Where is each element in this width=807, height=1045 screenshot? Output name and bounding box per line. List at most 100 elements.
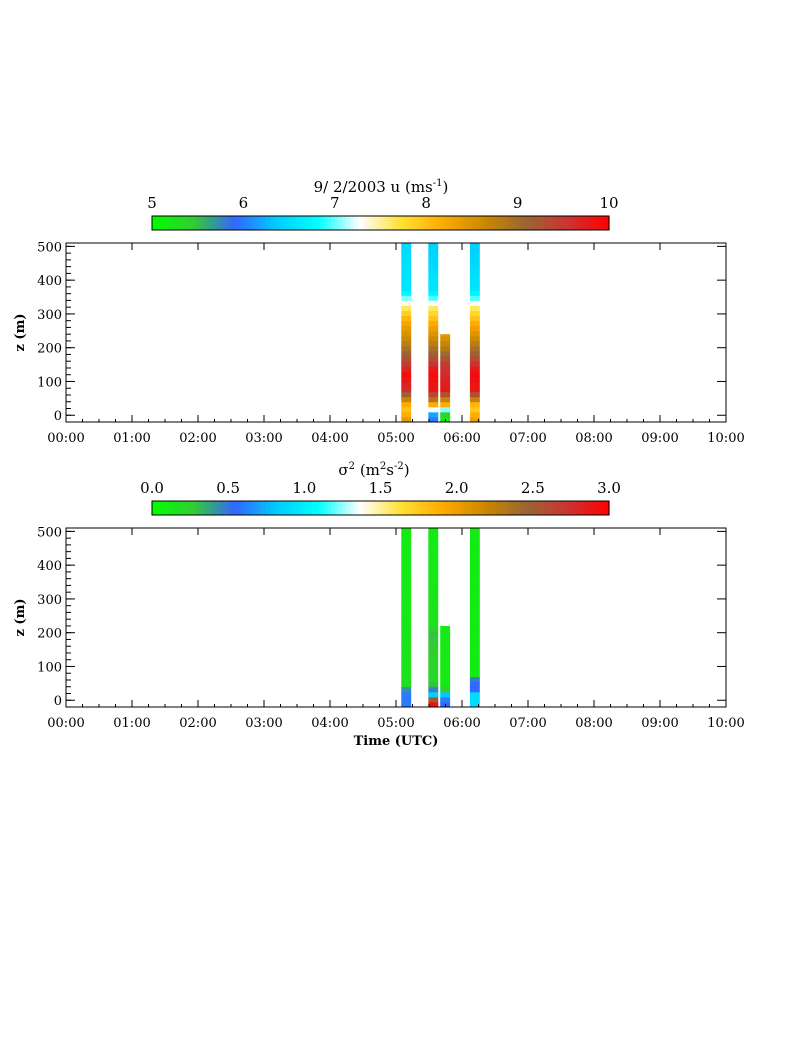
colorbar-segment — [190, 216, 195, 230]
colorbar-segment — [174, 501, 180, 515]
heatmap-cell — [469, 605, 480, 612]
heatmap-cell — [469, 391, 480, 398]
colorbar-segment — [281, 216, 286, 230]
plot-frame — [65, 527, 727, 708]
colorbar-segment — [178, 501, 184, 515]
x-tick-label: 00:00 — [47, 716, 84, 731]
colorbar-segment — [452, 501, 458, 515]
colorbar-segment — [597, 501, 602, 515]
heatmap-cell — [469, 656, 480, 662]
colorbar-segment — [490, 501, 496, 515]
colorbar-segment — [426, 501, 431, 515]
heatmap-cell — [469, 691, 480, 698]
colorbar-segment — [304, 216, 309, 230]
heatmap-cell — [469, 386, 480, 393]
heatmap-cell — [401, 671, 412, 678]
colorbar-segment — [270, 216, 275, 230]
colorbar-segment — [563, 501, 568, 515]
heatmap-cell — [440, 351, 451, 357]
colorbar-segment — [251, 501, 256, 515]
colorbar-segment — [437, 216, 443, 230]
heatmap-cell — [401, 270, 412, 276]
heatmap-cell — [401, 646, 412, 652]
heatmap-cell — [428, 243, 439, 246]
colorbar-segment — [342, 216, 347, 230]
heatmap-cell — [428, 254, 439, 261]
colorbar-segment — [414, 501, 420, 515]
colorbar-segment — [346, 216, 351, 230]
colorbar-segment — [369, 216, 374, 230]
heatmap-cell — [401, 605, 412, 612]
heatmap-cell — [401, 620, 412, 627]
colorbar-segment — [350, 216, 355, 230]
heatmap-cell — [401, 528, 412, 531]
heatmap-cell — [469, 696, 480, 703]
heatmap-cell — [469, 610, 480, 617]
heatmap-cell — [428, 534, 439, 541]
colorbar-segment — [487, 216, 492, 230]
heatmap-cell — [469, 620, 480, 627]
heatmap-cell — [469, 270, 480, 276]
colorbar-segment — [182, 501, 187, 515]
colorbar-segment — [353, 501, 359, 515]
heatmap-cell — [469, 666, 480, 673]
heatmap-cell — [401, 335, 412, 342]
heatmap-cell — [401, 411, 412, 418]
heatmap-cell — [428, 661, 439, 667]
heatmap-cell — [469, 585, 480, 591]
colorbar-segment — [570, 216, 576, 230]
y-tick-label: 100 — [37, 375, 62, 390]
colorbar-segment — [536, 216, 542, 230]
heatmap-cell — [401, 416, 412, 423]
colorbar-segment — [487, 501, 492, 515]
colorbar-segment — [502, 501, 507, 515]
heatmap-cell — [428, 590, 439, 597]
heatmap-cell — [428, 676, 439, 683]
plot-frame — [65, 242, 727, 423]
heatmap-cell — [428, 346, 439, 352]
colorbar-segment — [212, 216, 218, 230]
heatmap-cell — [440, 671, 451, 678]
colorbar-segment — [357, 216, 363, 230]
heatmap-cell — [401, 346, 412, 352]
colorbar-segment — [231, 501, 237, 515]
heatmap-cell — [469, 529, 480, 536]
y-tick-label: 0 — [54, 409, 62, 424]
colorbar-segment — [410, 501, 416, 515]
heatmap-cell — [401, 381, 412, 388]
colorbar-segment — [395, 216, 401, 230]
colorbar-segment — [544, 216, 549, 230]
colorbar-segment — [292, 501, 298, 515]
heatmap-cell — [401, 243, 412, 246]
heatmap-cell — [469, 249, 480, 256]
colorbar-segment — [567, 501, 572, 515]
colorbar-segment — [490, 216, 496, 230]
y-axis-label: z (m) — [13, 314, 28, 352]
colorbar-segment — [540, 216, 545, 230]
heatmap-cell — [469, 275, 480, 281]
colorbar-segment — [239, 216, 244, 230]
heatmap-cell — [469, 330, 480, 337]
x-tick-label: 04:00 — [311, 431, 348, 446]
heatmap-cell — [401, 590, 412, 597]
heatmap-cell — [401, 351, 412, 357]
colorbar-segment — [399, 216, 404, 230]
heatmap-cell — [401, 305, 412, 312]
colorbar-segment — [247, 501, 252, 515]
colorbar-segment — [311, 501, 317, 515]
heatmap-cell — [440, 334, 451, 337]
colorbar-segment — [456, 216, 462, 230]
heatmap-cell — [440, 371, 451, 377]
colorbar-segment — [228, 216, 233, 230]
colorbar-segment — [193, 216, 199, 230]
heatmap-cell — [440, 335, 451, 342]
colorbar-segment — [601, 216, 606, 230]
colorbar-segment — [235, 216, 241, 230]
heatmap-cell — [428, 381, 439, 388]
heatmap-cell — [401, 290, 412, 296]
heatmap-cell — [440, 651, 451, 657]
colorbar-segment — [384, 501, 389, 515]
colorbar-segment — [506, 216, 511, 230]
colorbar-segment — [445, 501, 450, 515]
colorbar-segment — [300, 216, 305, 230]
